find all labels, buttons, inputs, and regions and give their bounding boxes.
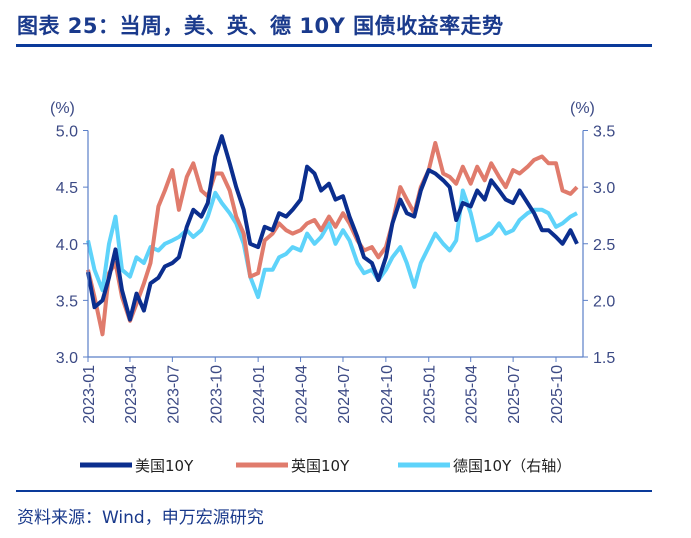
x-tick-label: 2024-01 xyxy=(251,365,268,424)
yield-chart: 3.0 3.5 4.0 4.5 5.0 1.5 2.0 2.5 3.0 3.5 2023-01 202… xyxy=(50,100,616,475)
right-tick-label: 2.5 xyxy=(593,237,615,254)
source-note: 资料来源：Wind，申万宏源研究 xyxy=(17,508,264,528)
left-tick-label: 5.0 xyxy=(56,124,78,141)
x-tick-label: 2025-07 xyxy=(506,365,523,424)
legend-label-1: 英国10Y xyxy=(291,457,350,475)
x-tick-label: 2023-04 xyxy=(123,365,140,424)
left-tick-label: 3.5 xyxy=(56,293,78,310)
x-tick-label: 2025-10 xyxy=(549,365,566,424)
x-tick-label: 2024-04 xyxy=(294,365,311,424)
title-underline xyxy=(16,44,652,47)
x-tick-label: 2025-04 xyxy=(464,365,481,424)
legend: 美国10Y 英国10Y 德国10Y（右轴） xyxy=(80,457,571,475)
footer-rule xyxy=(16,490,652,492)
left-tick-label: 4.0 xyxy=(56,237,78,254)
right-tick-label: 1.5 xyxy=(593,350,615,367)
chart-title: 图表 25：当周，美、英、德 10Y 国债收益率走势 xyxy=(17,14,504,38)
series-line-2 xyxy=(86,188,578,299)
series-layer xyxy=(86,134,579,337)
legend-label-2: 德国10Y（右轴） xyxy=(453,457,571,475)
left-tick-label: 3.0 xyxy=(56,350,78,367)
right-tick-label: 2.0 xyxy=(593,293,615,310)
x-tick-label: 2023-10 xyxy=(208,365,225,424)
x-tick-label: 2023-07 xyxy=(165,365,182,424)
axes-layer: 3.0 3.5 4.0 4.5 5.0 1.5 2.0 2.5 3.0 3.5 2023-01 202… xyxy=(56,124,616,424)
x-tick-label: 2024-07 xyxy=(336,365,353,424)
x-tick-label: 2023-01 xyxy=(81,365,98,424)
left-tick-label: 4.5 xyxy=(56,180,78,197)
series-line-1 xyxy=(86,141,579,337)
x-tick-label: 2024-10 xyxy=(379,365,396,424)
right-tick-label: 3.0 xyxy=(593,180,615,197)
right-axis-unit: (%) xyxy=(570,100,595,117)
legend-label-0: 美国10Y xyxy=(135,457,194,475)
right-tick-label: 3.5 xyxy=(593,124,615,141)
left-axis-unit: (%) xyxy=(50,100,75,117)
x-tick-label: 2025-01 xyxy=(422,365,439,424)
series-line-0 xyxy=(86,134,579,322)
